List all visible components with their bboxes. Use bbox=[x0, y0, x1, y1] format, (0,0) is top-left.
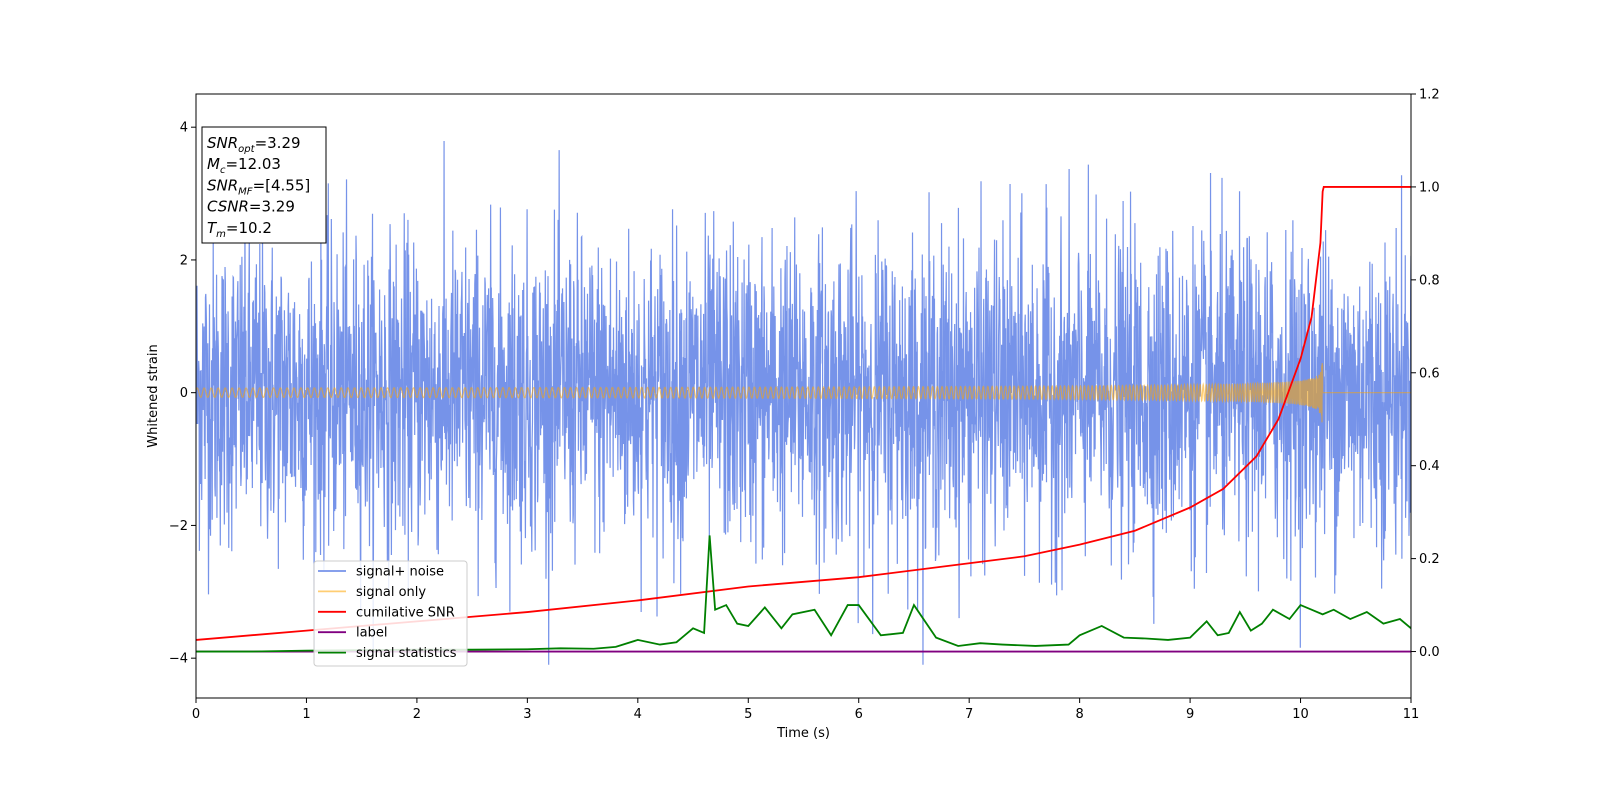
annotation-symbol: T bbox=[207, 219, 218, 237]
x-tick-label: 3 bbox=[523, 707, 531, 722]
y2-tick-label: 1.0 bbox=[1419, 180, 1440, 195]
x-tick-label: 8 bbox=[1075, 707, 1083, 722]
annotation-line: SNRopt=3.29 bbox=[207, 134, 301, 155]
annotation-value: =12.03 bbox=[225, 155, 281, 173]
annotation-line: CSNR=3.29 bbox=[207, 198, 295, 216]
y-tick-label: 2 bbox=[180, 253, 188, 268]
series-signal-noise-line bbox=[196, 140, 1411, 665]
y2-tick-label: 0.2 bbox=[1419, 552, 1440, 567]
x-tick-label: 9 bbox=[1186, 707, 1194, 722]
y2-tick-label: 0.4 bbox=[1419, 459, 1440, 474]
y-tick-label: −2 bbox=[169, 519, 188, 534]
annotation-subscript: MF bbox=[238, 186, 253, 197]
annotation-box-frame bbox=[201, 126, 327, 244]
legend-label-cumilative-snr: cumilative SNR bbox=[356, 605, 455, 620]
axes-frame bbox=[195, 93, 1412, 699]
annotation-value: =3.29 bbox=[255, 134, 301, 152]
legend-label-signal-noise: signal+ noise bbox=[356, 565, 444, 580]
annotation-symbol: CSNR bbox=[207, 198, 249, 216]
annotation-line: SNRMF=[4.55] bbox=[207, 176, 310, 197]
legend: signal+ noise signal only cumilative SNR la… bbox=[313, 560, 468, 667]
x-tick-label: 1 bbox=[302, 707, 310, 722]
annotation-symbol: M bbox=[207, 155, 220, 173]
annotation-line: Tm=10.2 bbox=[207, 219, 272, 240]
y2-tick-label: 0.8 bbox=[1419, 273, 1440, 288]
x-tick-label: 5 bbox=[744, 707, 752, 722]
x-tick-label: 11 bbox=[1403, 707, 1420, 722]
series-cumilative-snr-line bbox=[196, 186, 1411, 641]
series-signal-only-line bbox=[196, 363, 1411, 423]
y-axis-label: Whitened strain bbox=[146, 344, 161, 447]
annotation-subscript: c bbox=[220, 165, 226, 176]
annotation-box: SNRopt=3.29Mc=12.03SNRMF=[4.55]CSNR=3.29… bbox=[201, 126, 327, 244]
legend-label-label: label bbox=[356, 626, 387, 641]
y2-tick-label: 1.2 bbox=[1419, 88, 1440, 103]
series-signal-statistics-line bbox=[196, 535, 1411, 653]
annotation-subscript: opt bbox=[238, 144, 255, 155]
annotation-symbol: SNR bbox=[207, 134, 238, 152]
x-tick-label: 2 bbox=[413, 707, 421, 722]
annotation-symbol: SNR bbox=[207, 176, 238, 194]
legend-frame bbox=[313, 560, 468, 667]
y-tick-label: 0 bbox=[180, 386, 188, 401]
legend-label-signal-only: signal only bbox=[356, 585, 426, 600]
y2-tick-label: 0.6 bbox=[1419, 366, 1440, 381]
annotation-value: =3.29 bbox=[249, 198, 295, 216]
x-axis-label: Time (s) bbox=[776, 726, 830, 741]
annotation-line: Mc=12.03 bbox=[207, 155, 281, 176]
x-tick-label: 0 bbox=[192, 707, 200, 722]
annotation-subscript: m bbox=[216, 229, 226, 240]
annotation-value: =10.2 bbox=[226, 219, 272, 237]
y-tick-label: 4 bbox=[180, 121, 188, 136]
x-tick-label: 6 bbox=[855, 707, 863, 722]
axis-ticks: 0 1 2 3 4 5 6 7 8 9 10 11 −4 −2 0 2 4 0.0 0.2 0.4 0.6 0.8 1.0 1… bbox=[169, 88, 1440, 723]
y-tick-label: −4 bbox=[169, 652, 188, 667]
x-tick-label: 10 bbox=[1292, 707, 1309, 722]
legend-label-signal-statistics: signal statistics bbox=[356, 646, 457, 661]
x-tick-label: 4 bbox=[634, 707, 642, 722]
annotation-value: =[4.55] bbox=[253, 176, 311, 194]
x-tick-label: 7 bbox=[965, 707, 973, 722]
y2-tick-label: 0.0 bbox=[1419, 645, 1440, 660]
